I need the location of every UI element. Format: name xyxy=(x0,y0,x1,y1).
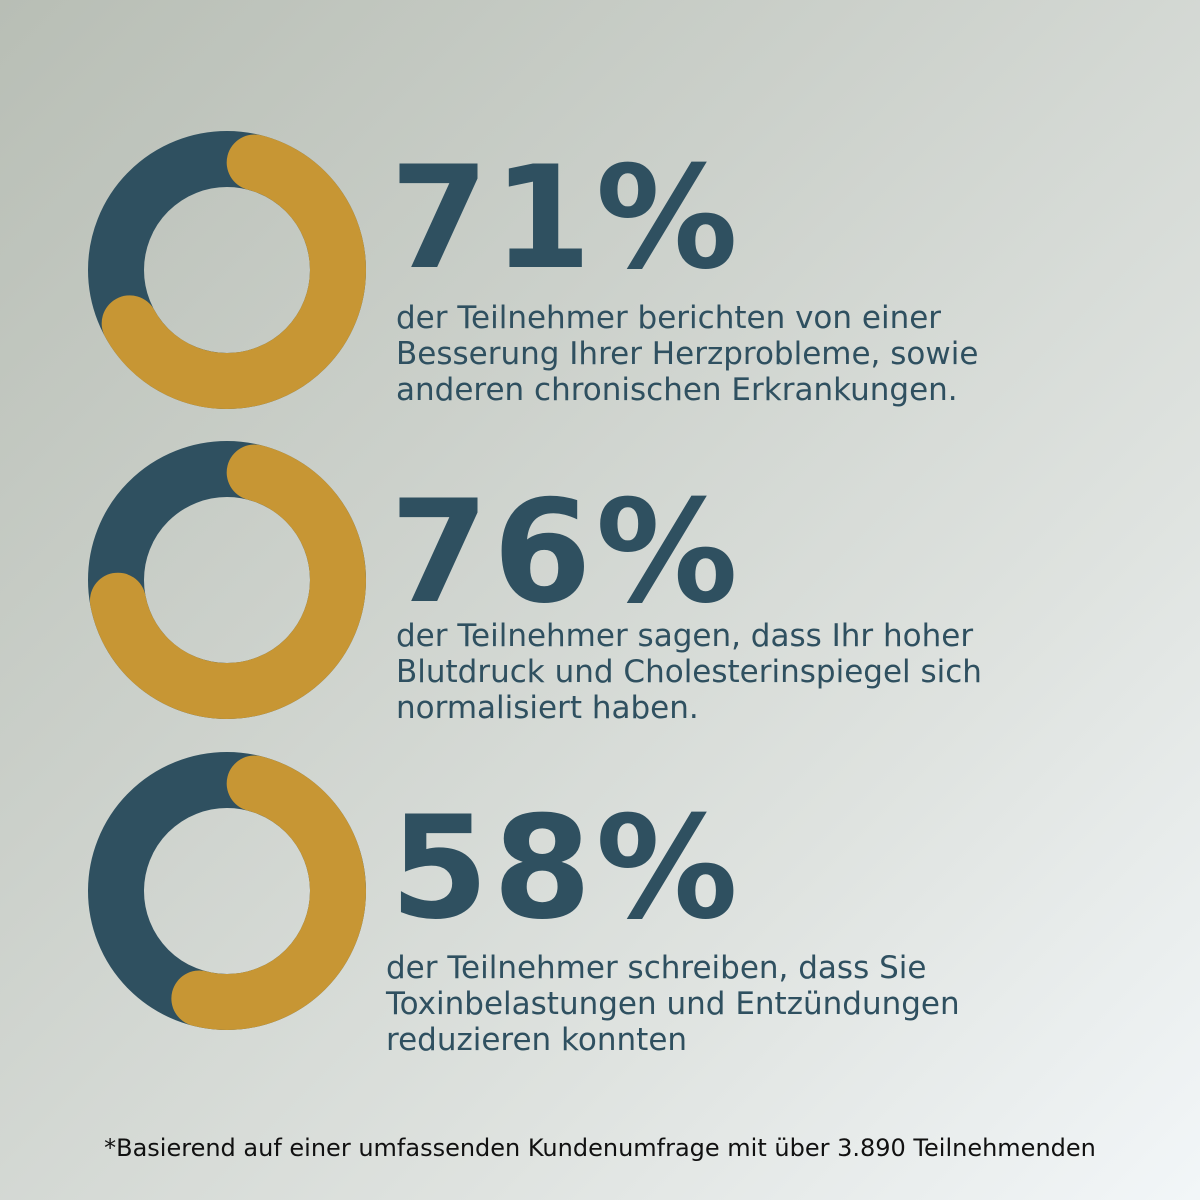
donut-chart-1 xyxy=(88,131,366,409)
stat-percent-1: 71% xyxy=(390,136,742,301)
stat-block-2: 76% der Teilnehmer sagen, dass Ihr hoher… xyxy=(0,0,1200,726)
stat-description-2: der Teilnehmer sagen, dass Ihr hoher Blu… xyxy=(396,618,982,726)
donut-slice-value-1 xyxy=(88,131,366,409)
donut-svg-3 xyxy=(88,752,366,1030)
stat-block-3: 58% der Teilnehmer schreiben, dass Sie T… xyxy=(0,0,1200,1058)
donut-svg-2 xyxy=(88,441,366,719)
stat-percent-3: 58% xyxy=(390,786,742,951)
stat-description-1: der Teilnehmer berichten von einer Besse… xyxy=(396,300,979,408)
stat-description-3: der Teilnehmer schreiben, dass Sie Toxin… xyxy=(386,950,960,1058)
donut-chart-3 xyxy=(88,752,366,1030)
stat-block-1: 71% der Teilnehmer berichten von einer B… xyxy=(0,0,1200,409)
footnote: *Basierend auf einer umfassenden Kundenu… xyxy=(104,1134,1096,1162)
stat-percent-2: 76% xyxy=(390,470,742,635)
donut-slice-value-2 xyxy=(88,441,366,719)
donut-svg-1 xyxy=(88,131,366,409)
donut-chart-2 xyxy=(88,441,366,719)
donut-slice-value-3 xyxy=(88,752,366,1030)
